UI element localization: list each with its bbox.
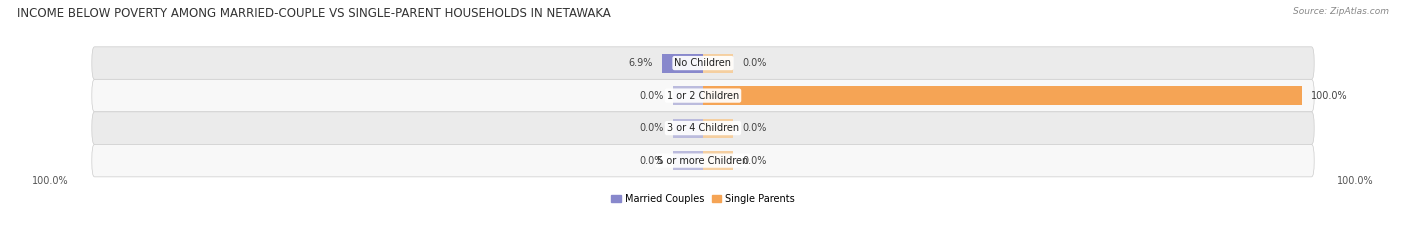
Text: 0.0%: 0.0% bbox=[742, 123, 766, 133]
FancyBboxPatch shape bbox=[91, 79, 1315, 112]
Text: INCOME BELOW POVERTY AMONG MARRIED-COUPLE VS SINGLE-PARENT HOUSEHOLDS IN NETAWAK: INCOME BELOW POVERTY AMONG MARRIED-COUPL… bbox=[17, 7, 610, 20]
Text: 6.9%: 6.9% bbox=[628, 58, 652, 68]
Text: 100.0%: 100.0% bbox=[1337, 176, 1374, 186]
Bar bbox=[673, 86, 703, 105]
Text: 0.0%: 0.0% bbox=[640, 123, 664, 133]
Text: 0.0%: 0.0% bbox=[742, 58, 766, 68]
Bar bbox=[673, 151, 703, 170]
Bar bbox=[703, 151, 733, 170]
Bar bbox=[673, 119, 703, 137]
Bar bbox=[703, 54, 733, 72]
Text: 0.0%: 0.0% bbox=[742, 156, 766, 166]
Text: 1 or 2 Children: 1 or 2 Children bbox=[666, 91, 740, 101]
FancyBboxPatch shape bbox=[91, 112, 1315, 144]
Text: 3 or 4 Children: 3 or 4 Children bbox=[666, 123, 740, 133]
Text: 0.0%: 0.0% bbox=[640, 156, 664, 166]
Text: 100.0%: 100.0% bbox=[32, 176, 69, 186]
Text: 100.0%: 100.0% bbox=[1310, 91, 1348, 101]
Text: 5 or more Children: 5 or more Children bbox=[658, 156, 748, 166]
Bar bbox=[703, 119, 733, 137]
Bar bbox=[662, 54, 703, 72]
Text: 0.0%: 0.0% bbox=[640, 91, 664, 101]
FancyBboxPatch shape bbox=[91, 47, 1315, 79]
Bar bbox=[703, 86, 1302, 105]
Text: No Children: No Children bbox=[675, 58, 731, 68]
Legend: Married Couples, Single Parents: Married Couples, Single Parents bbox=[607, 190, 799, 208]
FancyBboxPatch shape bbox=[91, 144, 1315, 177]
Text: Source: ZipAtlas.com: Source: ZipAtlas.com bbox=[1294, 7, 1389, 16]
